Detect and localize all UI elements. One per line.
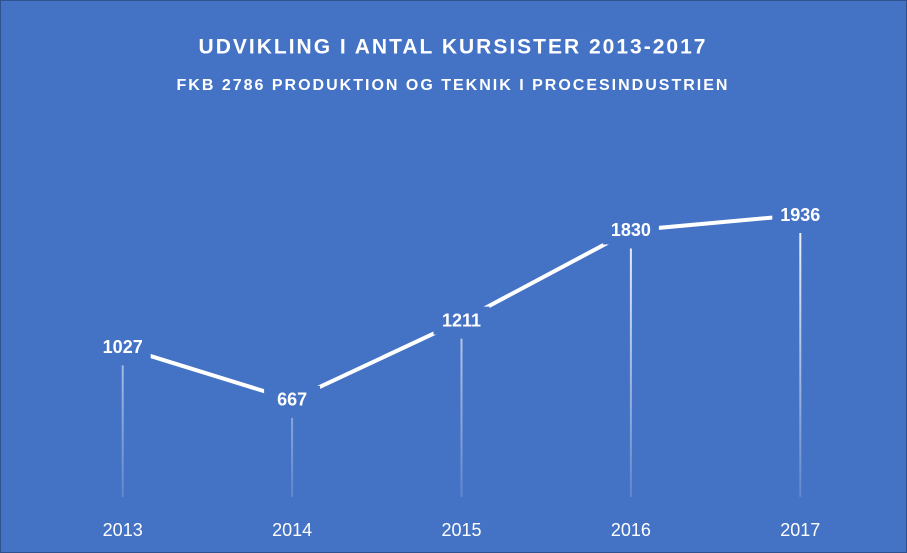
data-label: 1211 (442, 310, 481, 330)
data-label: 667 (277, 390, 307, 410)
label-background (94, 333, 151, 362)
x-tick-label: 2015 (441, 520, 481, 540)
chart-subtitle: FKB 2786 PRODUKTION OG TEKNIK I PROCESIN… (177, 77, 730, 94)
x-tick-label: 2016 (611, 520, 651, 540)
label-background (264, 385, 321, 414)
label-background (433, 306, 490, 335)
chart-title: UDVIKLING I ANTAL KURSISTER 2013-2017 (199, 36, 708, 59)
label-background (772, 201, 829, 229)
x-tick-label: 2017 (780, 520, 820, 540)
x-tick-label: 2014 (272, 520, 312, 540)
data-label: 1830 (611, 220, 651, 240)
label-background (602, 216, 659, 245)
data-label: 1936 (780, 205, 820, 225)
data-label: 1027 (103, 337, 143, 357)
x-tick-label: 2013 (103, 520, 143, 540)
